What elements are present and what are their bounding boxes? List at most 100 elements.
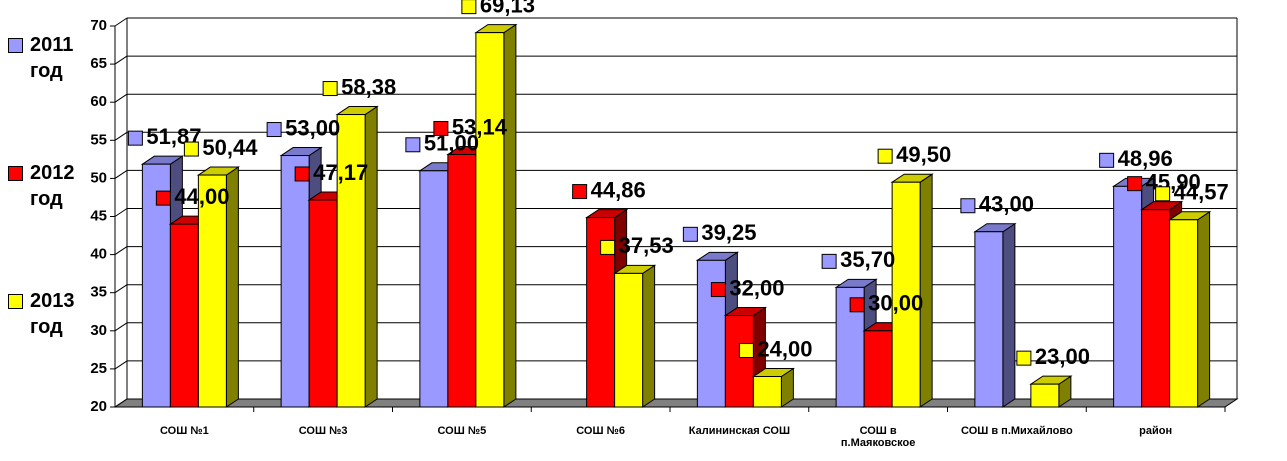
bar-front <box>475 32 505 408</box>
bar-front <box>1169 219 1199 408</box>
label-marker <box>294 166 310 182</box>
y-tick-label: 25 <box>90 360 107 377</box>
label-marker <box>461 0 477 15</box>
label-marker <box>738 343 754 359</box>
bar-front <box>169 223 199 408</box>
label-marker <box>960 198 976 214</box>
grid-line-side <box>114 284 128 294</box>
legend-label: 2012 год <box>30 162 75 210</box>
bar-front <box>891 181 921 408</box>
grid-line-side <box>114 398 128 408</box>
x-tick-label: СОШ №5 <box>437 425 487 437</box>
label-marker <box>1155 186 1171 202</box>
bar <box>1029 375 1073 408</box>
y-tick-label: 45 <box>90 207 107 224</box>
label-marker <box>849 297 865 313</box>
legend-entry: 2012 год <box>8 160 90 212</box>
grid-line-side <box>114 55 128 65</box>
bar-front <box>752 376 782 408</box>
legend-swatch <box>8 38 23 53</box>
x-tick-label: СОШ в п.Михайлово <box>961 425 1073 437</box>
bar-front <box>863 330 893 408</box>
label-marker <box>433 120 449 136</box>
bar-side <box>364 105 378 408</box>
y-tick-label: 70 <box>90 17 107 34</box>
label-marker <box>155 190 171 206</box>
y-tick-label: 65 <box>90 55 107 72</box>
grid-line-side <box>114 246 128 256</box>
label-marker <box>322 81 338 97</box>
y-tick-label: 50 <box>90 169 107 186</box>
value-label: 35,70 <box>840 247 895 272</box>
value-label: 43,00 <box>979 192 1034 217</box>
bar-front <box>724 315 754 408</box>
value-label: 47,17 <box>313 160 368 185</box>
bar-front <box>974 231 1004 408</box>
bar-side <box>503 23 517 408</box>
label-marker <box>127 130 143 146</box>
bar <box>612 264 657 408</box>
grid-line-side <box>114 93 128 103</box>
value-label: 30,00 <box>868 291 923 316</box>
value-label: 45,90 <box>1146 169 1201 194</box>
x-tick-label: СОШ в п.Маяковское <box>840 425 916 449</box>
bar <box>474 23 518 408</box>
x-tick-label: СОШ №6 <box>576 425 625 437</box>
label-marker <box>877 148 893 164</box>
bar-front <box>308 199 338 408</box>
x-tick-label: СОШ №1 <box>160 425 209 437</box>
label-marker <box>710 282 726 298</box>
grid-line-side <box>114 131 128 141</box>
value-label: 24,00 <box>757 336 812 361</box>
x-tick-label: район <box>1139 425 1173 437</box>
value-label: 51,00 <box>424 131 479 156</box>
bar-side <box>1197 210 1211 408</box>
legend-swatch <box>8 166 23 181</box>
value-label: 44,00 <box>174 184 229 209</box>
legend-label: 2011 год <box>30 34 74 82</box>
value-label: 39,25 <box>701 220 756 245</box>
bar <box>335 105 379 408</box>
y-tick-label: 60 <box>90 93 107 110</box>
y-tick-label: 20 <box>90 398 107 415</box>
grid-line-side <box>114 360 128 370</box>
label-marker <box>266 122 282 138</box>
value-label: 53,14 <box>452 114 508 139</box>
grid-line-side <box>114 17 128 27</box>
y-tick-label: 55 <box>90 131 107 148</box>
value-label: 23,00 <box>1035 344 1090 369</box>
grid-line-side <box>114 322 128 332</box>
y-tick-label: 30 <box>90 322 107 339</box>
value-label: 69,13 <box>480 0 535 17</box>
value-label: 32,00 <box>729 275 784 300</box>
bar-side <box>642 264 656 408</box>
bar-side <box>1002 222 1016 408</box>
value-label: 49,50 <box>896 142 951 167</box>
bar <box>890 173 934 408</box>
bar-front <box>1030 383 1060 408</box>
bar <box>1167 210 1212 408</box>
y-tick-label: 40 <box>90 246 107 263</box>
label-marker <box>1127 176 1143 192</box>
value-label: 44,86 <box>591 177 646 202</box>
bar-front <box>280 155 310 408</box>
bar <box>196 166 241 408</box>
bar-front <box>336 114 366 408</box>
grid-line-side <box>114 169 128 179</box>
value-label: 44,57 <box>1174 180 1229 205</box>
grid-line-side <box>114 208 128 217</box>
bar-front <box>197 174 227 408</box>
legend-entry: 2013 год <box>8 288 90 340</box>
label-marker <box>1016 350 1032 366</box>
x-tick-label: Калининская СОШ <box>688 425 790 437</box>
value-label: 37,53 <box>619 233 674 258</box>
label-marker <box>405 137 421 153</box>
legend-entry: 2011 год <box>8 32 90 84</box>
y-tick-label: 35 <box>90 284 107 301</box>
label-marker <box>821 253 837 269</box>
label-marker <box>183 141 199 157</box>
label-marker <box>1099 152 1115 168</box>
x-tick-label: СОШ №3 <box>298 425 348 437</box>
bar-front <box>447 153 477 408</box>
